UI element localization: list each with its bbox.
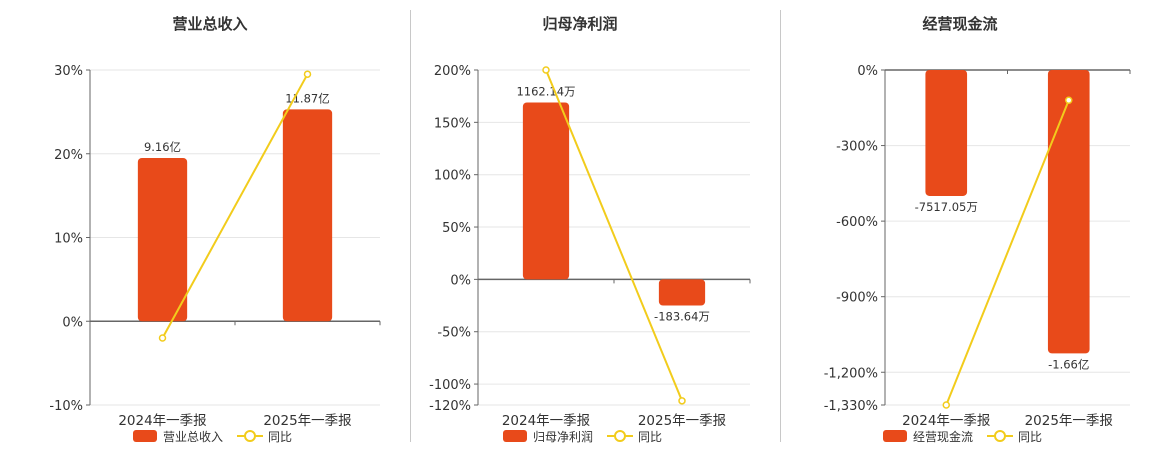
data-label: 1162.14万 — [516, 84, 575, 98]
bar[interactable] — [658, 279, 706, 306]
legend-label: 经营现金流 — [913, 429, 973, 444]
chart-title: 营业总收入 — [172, 15, 247, 33]
bar[interactable] — [282, 109, 333, 322]
x-tick-label: 2024年一季报 — [502, 413, 590, 429]
series-line — [545, 69, 683, 402]
series-line — [945, 99, 1070, 406]
line-point[interactable] — [1065, 96, 1073, 104]
bar[interactable] — [522, 102, 570, 280]
y-tick-label: -1,200% — [824, 366, 878, 381]
legend-label: 营业总收入 — [163, 430, 223, 444]
x-tick-label: 2025年一季报 — [263, 413, 351, 429]
line-point[interactable] — [303, 70, 312, 78]
panel-divider — [410, 10, 411, 442]
y-tick-label: 0% — [62, 315, 83, 330]
bar[interactable] — [925, 70, 968, 196]
line-point[interactable] — [158, 334, 167, 342]
line-point[interactable] — [942, 401, 950, 409]
chart-title: 经营现金流 — [922, 15, 997, 33]
panel-divider — [780, 10, 781, 442]
legend-bar-swatch — [133, 430, 157, 442]
x-tick-label: 2024年一季报 — [118, 413, 206, 429]
y-tick-label: 30% — [54, 64, 83, 79]
y-tick-label: -300% — [836, 140, 878, 155]
line-point[interactable] — [542, 66, 550, 74]
data-label: -183.64万 — [654, 310, 710, 324]
series-line — [161, 73, 309, 339]
y-tick-label: -100% — [429, 378, 471, 393]
y-tick-label: -50% — [437, 326, 471, 341]
legend-line-marker — [244, 430, 256, 442]
y-tick-label: -900% — [836, 291, 878, 306]
legend-label: 同比 — [268, 430, 292, 444]
y-tick-label: 150% — [434, 116, 471, 131]
y-tick-label: 200% — [434, 64, 471, 79]
y-tick-label: -1,330% — [824, 399, 878, 414]
legend-bar-swatch — [883, 430, 907, 442]
y-tick-label: 10% — [54, 232, 83, 247]
y-tick-label: 20% — [54, 148, 83, 163]
y-tick-label: 0% — [857, 64, 878, 79]
x-tick-label: 2024年一季报 — [902, 413, 990, 429]
y-tick-label: 50% — [442, 221, 471, 236]
legend-label: 同比 — [1018, 430, 1042, 444]
y-tick-label: -120% — [429, 399, 471, 414]
data-label: 9.16亿 — [144, 140, 181, 154]
legend-label: 同比 — [638, 430, 662, 444]
chart-title: 归母净利润 — [542, 15, 617, 33]
legend-label: 归母净利润 — [533, 430, 593, 444]
y-tick-label: -10% — [49, 399, 83, 414]
bar[interactable] — [1047, 70, 1090, 354]
y-tick-label: -600% — [836, 215, 878, 230]
data-label: -1.66亿 — [1048, 357, 1089, 371]
y-tick-label: 100% — [434, 169, 471, 184]
line-point[interactable] — [678, 397, 686, 405]
x-tick-label: 2025年一季报 — [1025, 413, 1113, 429]
bar[interactable] — [137, 157, 188, 322]
y-tick-label: 0% — [450, 273, 471, 288]
legend-line-marker — [994, 430, 1006, 442]
legend-bar-swatch — [503, 430, 527, 442]
x-tick-label: 2025年一季报 — [638, 413, 726, 429]
legend-line-marker — [614, 430, 626, 442]
data-label: -7517.05万 — [915, 200, 978, 214]
